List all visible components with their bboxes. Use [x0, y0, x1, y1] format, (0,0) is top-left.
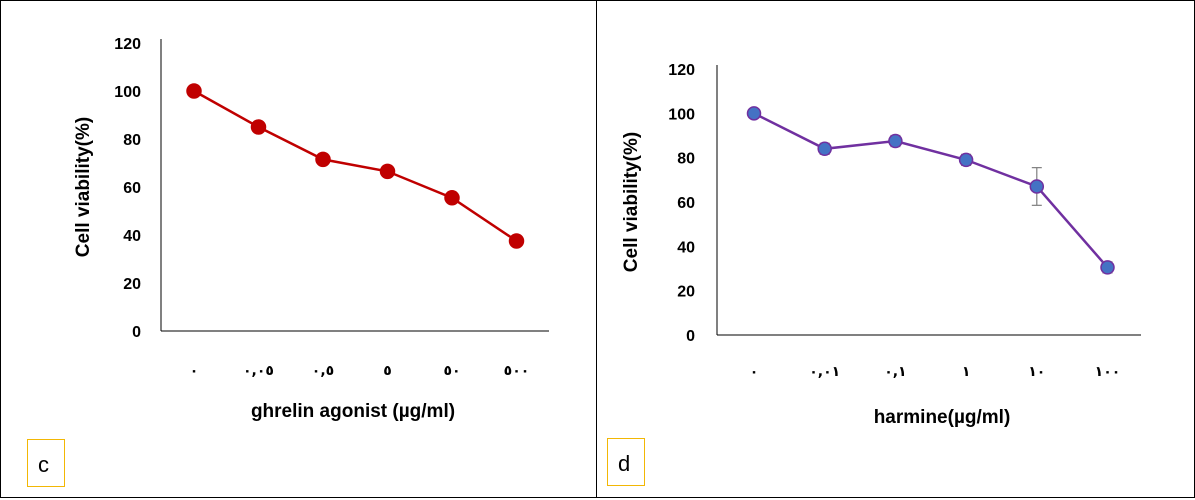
chart-d-y-tick-label: 20 — [677, 284, 695, 301]
chart-d-x-tick-label: ١٠ — [1028, 364, 1045, 380]
chart-c-y-axis-title: Cell viability(%) — [73, 117, 94, 257]
chart-c-x-axis-title: ghrelin agonist (µg/ml) — [251, 401, 455, 422]
chart-c-data-point — [250, 119, 267, 135]
chart-d-data-point — [958, 152, 974, 168]
chart-c-svg: 0 20 40 60 80 100 120 ٠ ٠,٠٥ ٠,٥ ٥ ٥٠ ٥٠٠ ghrelin ago… — [73, 36, 549, 422]
chart-c-data-point — [186, 83, 202, 99]
chart-d-x-tick-label: ٠,١ — [884, 364, 906, 380]
chart-d-x-tick-label: ١ — [962, 364, 971, 380]
chart-d-y-tick-label: 80 — [677, 151, 695, 168]
chart-d-y-axis-title: Cell viability(%) — [621, 132, 642, 272]
chart-d-series-line — [753, 112, 1109, 269]
chart-d-y-tick-label: 100 — [668, 106, 695, 123]
chart-c-y-tick-label: 0 — [132, 324, 141, 341]
chart-d-data-point — [888, 133, 903, 149]
panel-d: 0 20 40 60 80 100 120 ٠ ٠,٠١ ٠,١ ١ ١٠ ١٠٠ harmine(µg/… — [596, 0, 1195, 498]
chart-d-data-point — [1100, 260, 1115, 275]
chart-d-y-tick-label: 60 — [677, 195, 695, 212]
chart-d-data-point — [746, 106, 762, 121]
chart-c-series-line — [193, 89, 518, 243]
chart-d-x-axis-title: harmine(µg/ml) — [874, 407, 1011, 428]
chart-c-data-point — [444, 190, 460, 206]
chart-d-y-tick-label: 40 — [677, 239, 695, 256]
chart-c-y-tick-label: 60 — [123, 180, 141, 197]
chart-c-data-point — [315, 151, 331, 168]
chart-c-x-tick-label: ٠,٥ — [312, 363, 334, 379]
chart-c-y-tick-label: 120 — [114, 36, 141, 53]
chart-c-y-tick-label: 40 — [123, 228, 141, 245]
chart-d-data-point — [817, 141, 832, 157]
chart-d-svg: 0 20 40 60 80 100 120 ٠ ٠,٠١ ٠,١ ١ ١٠ ١٠٠ harmine(µg/… — [621, 62, 1141, 428]
chart-c-y-tick-label: 80 — [123, 132, 141, 149]
chart-c-x-tick-label: ٠,٠٥ — [243, 363, 274, 379]
chart-c-x-tick-label: ٥٠٠ — [504, 363, 530, 379]
chart-d-y-tick-label: 120 — [668, 62, 695, 79]
chart-d-x-tick-label: ٠ — [750, 364, 759, 380]
chart-d-x-tick-label: ١٠٠ — [1095, 364, 1121, 380]
chart-d-data-point — [1029, 179, 1045, 194]
chart-c-x-tick-label: ٥ — [383, 363, 392, 379]
chart-d-y-tick-label: 0 — [686, 328, 695, 345]
chart-c-y-tick-label: 20 — [123, 276, 141, 293]
chart-c-x-tick-label: ٠ — [190, 363, 199, 379]
panel-c: 0 20 40 60 80 100 120 ٠ ٠,٠٥ ٠,٥ ٥ ٥٠ ٥٠٠ ghrelin ago… — [0, 0, 597, 498]
chart-c-x-tick-label: ٥٠ — [443, 363, 460, 379]
panel-letter-d: d — [607, 438, 645, 486]
chart-c-y-tick-label: 100 — [114, 84, 141, 101]
panel-letter-c: c — [27, 439, 65, 487]
chart-c-data-point — [508, 233, 525, 249]
chart-d-x-tick-label: ٠,٠١ — [809, 364, 840, 380]
chart-c-data-point — [379, 163, 396, 180]
